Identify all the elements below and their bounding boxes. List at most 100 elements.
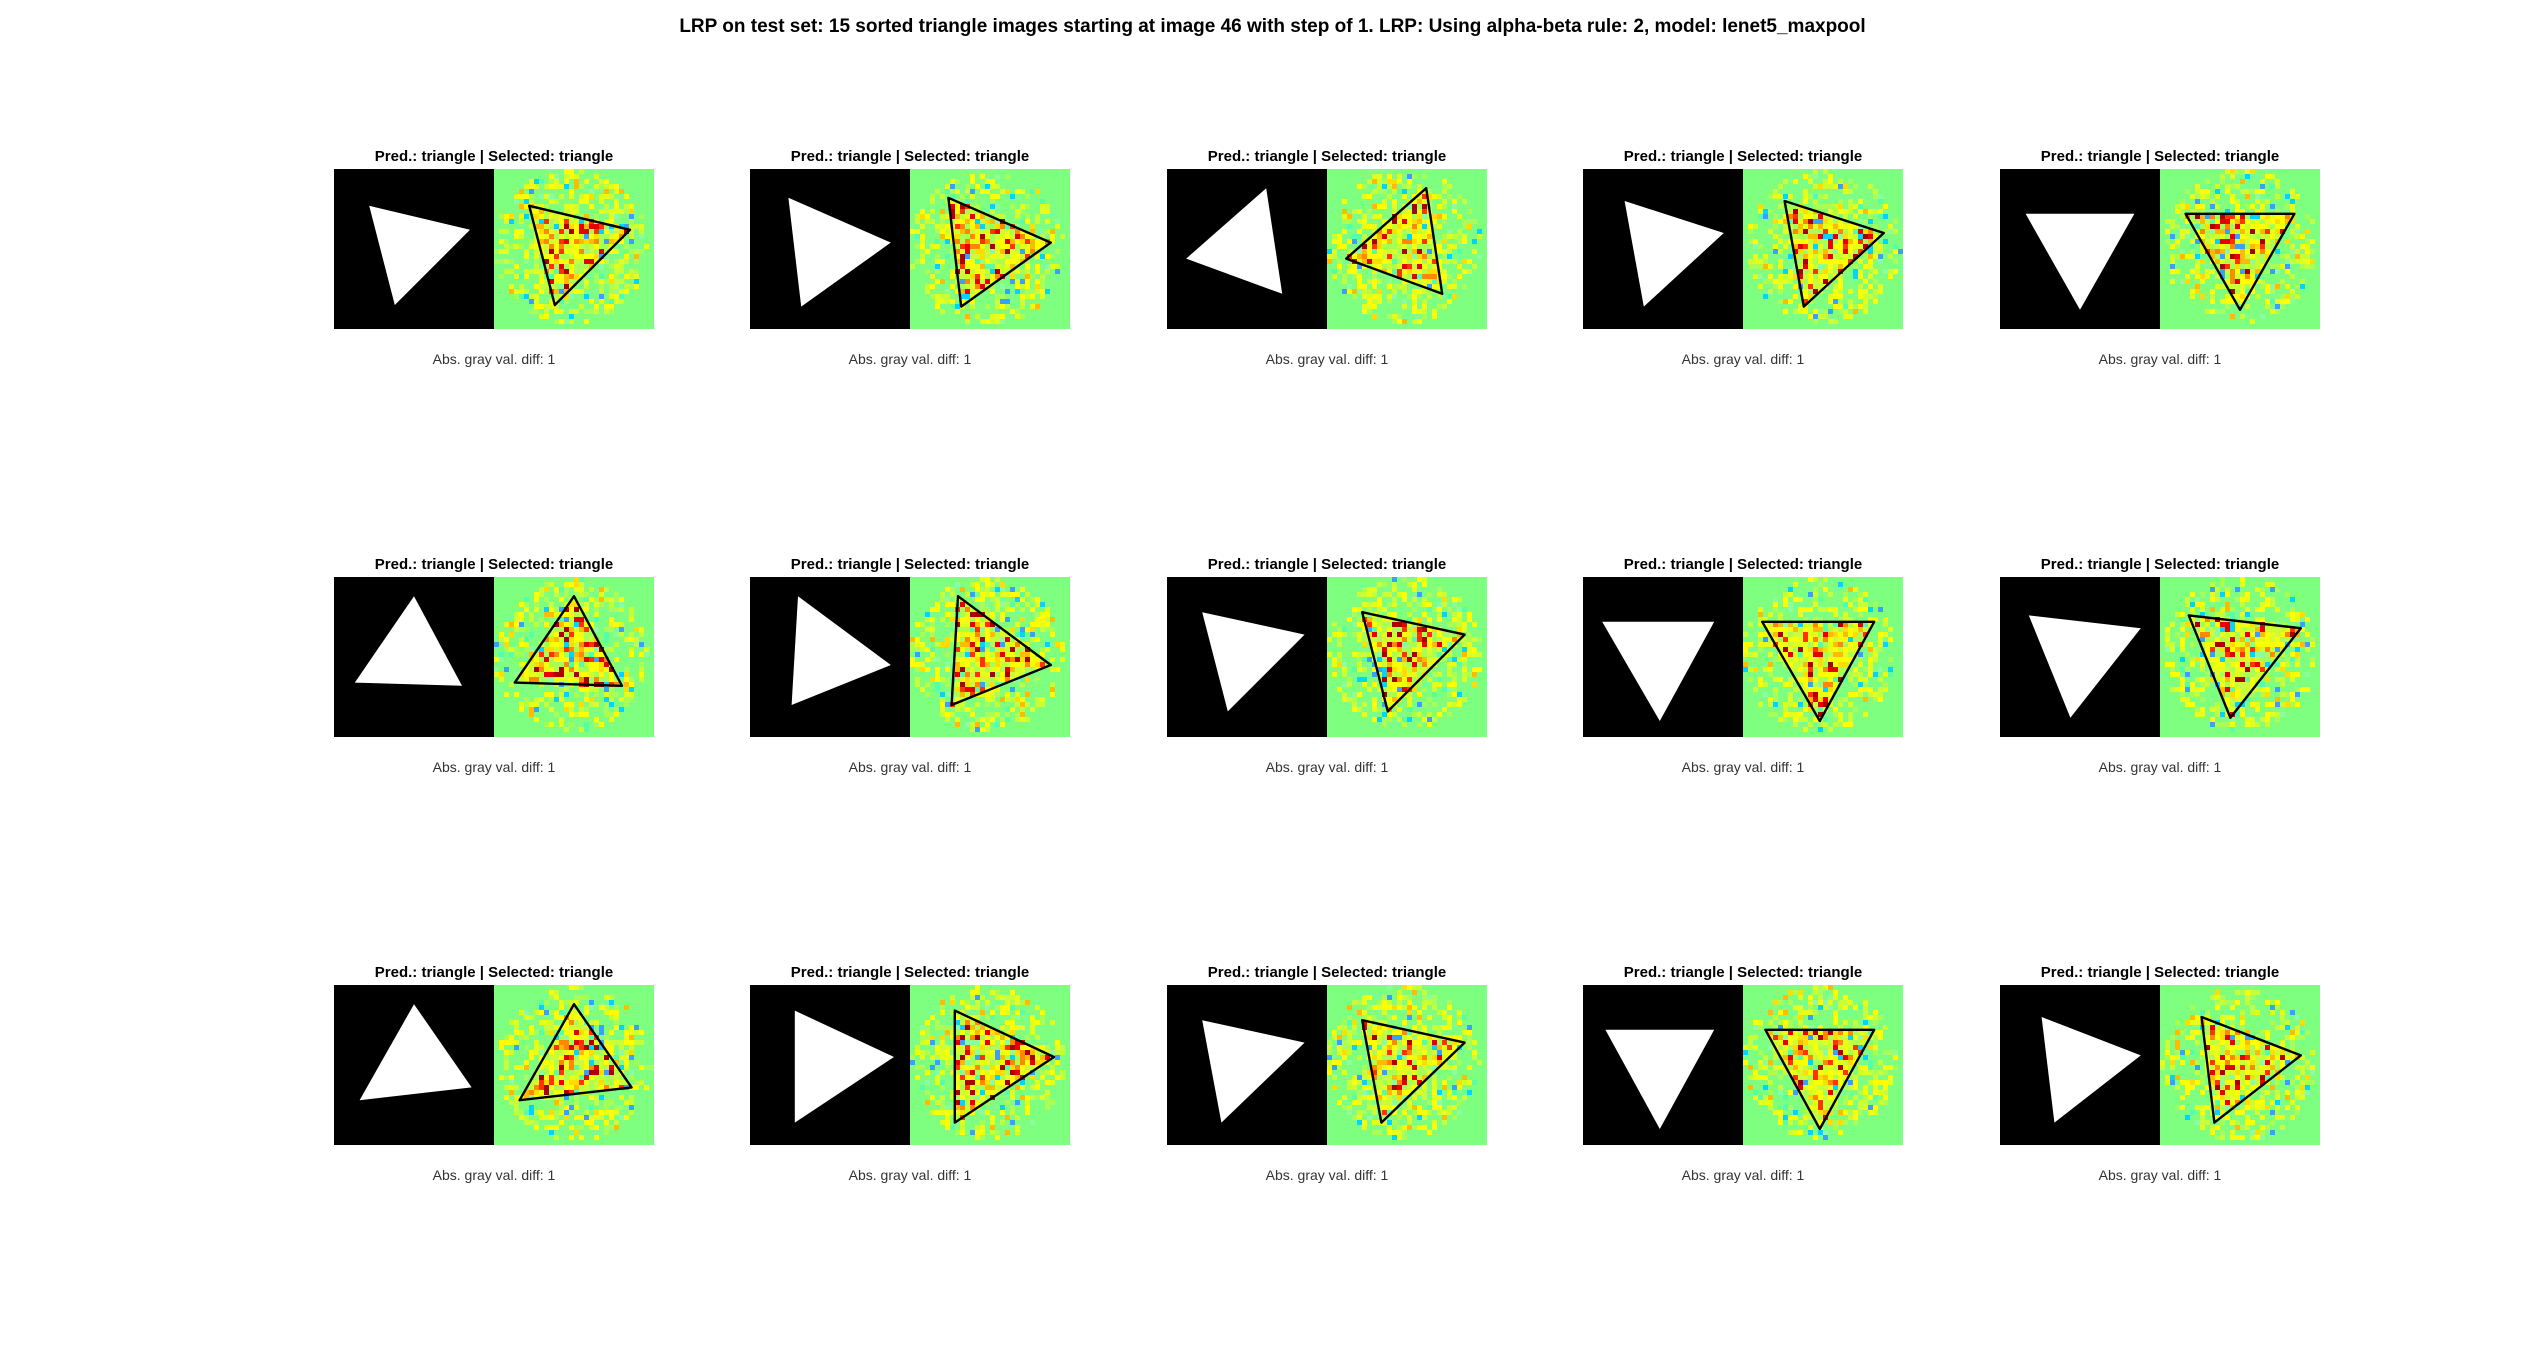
- panel-caption: Abs. gray val. diff: 1: [848, 351, 972, 367]
- relevance-heatmap: [1327, 577, 1487, 737]
- heatmap-triangle-outline: [950, 595, 1053, 707]
- panel-title: Pred.: triangle | Selected: triangle: [374, 148, 614, 165]
- input-triangle-shape: [1202, 1020, 1305, 1123]
- relevance-heatmap: [494, 985, 654, 1145]
- heatmap-triangle-outline: [1361, 611, 1466, 713]
- heatmap-triangle-outline: [2200, 1015, 2303, 1124]
- relevance-heatmap: [2160, 577, 2320, 737]
- panel-title: Pred.: triangle | Selected: triangle: [2040, 148, 2280, 165]
- panel-caption: Abs. gray val. diff: 1: [2098, 351, 2222, 367]
- lrp-panel: Pred.: triangle | Selected: triangle Abs.…: [750, 556, 1070, 796]
- lrp-panel: Pred.: triangle | Selected: triangle Abs.…: [750, 964, 1070, 1204]
- relevance-heatmap: [494, 169, 654, 329]
- panel-title: Pred.: triangle | Selected: triangle: [374, 556, 614, 573]
- lrp-panel: Pred.: triangle | Selected: triangle Abs.…: [1167, 148, 1487, 388]
- heatmap-triangle-outline: [513, 595, 624, 688]
- relevance-heatmap: [1327, 985, 1487, 1145]
- heatmap-triangle-outline: [1345, 187, 1444, 296]
- input-triangle-shape: [794, 1010, 894, 1123]
- lrp-panel: Pred.: triangle | Selected: triangle Abs.…: [334, 148, 654, 388]
- panel-image-pair: [2000, 169, 2320, 329]
- relevance-heatmap: [910, 169, 1070, 329]
- panel-caption: Abs. gray val. diff: 1: [1681, 351, 1805, 367]
- input-triangle-shape: [1605, 1029, 1715, 1129]
- input-triangle-shape: [1202, 612, 1305, 712]
- panel-image-pair: [1167, 985, 1487, 1145]
- panel-caption: Abs. gray val. diff: 1: [1265, 1167, 1389, 1183]
- panel-title: Pred.: triangle | Selected: triangle: [1207, 964, 1447, 981]
- input-triangle-shape: [788, 197, 891, 307]
- lrp-panel: Pred.: triangle | Selected: triangle Abs.…: [2000, 556, 2320, 796]
- panel-image-pair: [2000, 577, 2320, 737]
- panel-image-pair: [2000, 985, 2320, 1145]
- panel-caption: Abs. gray val. diff: 1: [432, 759, 556, 775]
- panel-image-pair: [1167, 577, 1487, 737]
- lrp-panel: Pred.: triangle | Selected: triangle Abs.…: [334, 556, 654, 796]
- panel-title: Pred.: triangle | Selected: triangle: [1207, 148, 1447, 165]
- heatmap-triangle-outline: [947, 196, 1053, 308]
- heatmap-triangle-outline: [953, 1009, 1056, 1124]
- lrp-panel: Pred.: triangle | Selected: triangle Abs.…: [1583, 556, 1903, 796]
- panel-caption: Abs. gray val. diff: 1: [1681, 759, 1805, 775]
- relevance-heatmap: [1327, 169, 1487, 329]
- panel-caption: Abs. gray val. diff: 1: [432, 351, 556, 367]
- heatmap-triangle-outline: [518, 1003, 633, 1102]
- relevance-heatmap: [910, 985, 1070, 1145]
- relevance-heatmap: [1743, 169, 1903, 329]
- panel-title: Pred.: triangle | Selected: triangle: [1623, 148, 1863, 165]
- relevance-heatmap: [1743, 577, 1903, 737]
- lrp-panel: Pred.: triangle | Selected: triangle Abs.…: [1583, 964, 1903, 1204]
- heatmap-triangle-outline: [2187, 614, 2303, 720]
- panel-image-pair: [750, 985, 1070, 1145]
- input-triangle-shape: [354, 596, 462, 686]
- panel-image-pair: [750, 169, 1070, 329]
- panel-title: Pred.: triangle | Selected: triangle: [2040, 556, 2280, 573]
- panel-title: Pred.: triangle | Selected: triangle: [374, 964, 614, 981]
- panel-title: Pred.: triangle | Selected: triangle: [1623, 964, 1863, 981]
- panel-image-pair: [1583, 169, 1903, 329]
- heatmap-triangle-outline: [1783, 199, 1886, 308]
- input-triangle-shape: [359, 1004, 472, 1101]
- input-triangle-shape: [1602, 621, 1715, 721]
- heatmap-triangle-outline: [528, 204, 632, 307]
- input-triangle-shape: [2025, 213, 2135, 310]
- lrp-panel: Pred.: triangle | Selected: triangle Abs.…: [2000, 148, 2320, 388]
- panel-image-pair: [334, 577, 654, 737]
- relevance-heatmap: [2160, 169, 2320, 329]
- panel-caption: Abs. gray val. diff: 1: [1265, 759, 1389, 775]
- heatmap-triangle-outline: [1361, 1019, 1466, 1124]
- panel-image-pair: [1583, 577, 1903, 737]
- heatmap-triangle-outline: [1761, 620, 1876, 723]
- panel-caption: Abs. gray val. diff: 1: [2098, 759, 2222, 775]
- panel-image-pair: [334, 985, 654, 1145]
- panel-title: Pred.: triangle | Selected: triangle: [790, 964, 1030, 981]
- panel-title: Pred.: triangle | Selected: triangle: [2040, 964, 2280, 981]
- panel-image-pair: [1167, 169, 1487, 329]
- relevance-heatmap: [910, 577, 1070, 737]
- relevance-heatmap: [2160, 985, 2320, 1145]
- lrp-panel: Pred.: triangle | Selected: triangle Abs.…: [1167, 964, 1487, 1204]
- lrp-panel: Pred.: triangle | Selected: triangle Abs.…: [1167, 556, 1487, 796]
- heatmap-triangle-outline: [1764, 1028, 1876, 1131]
- panel-caption: Abs. gray val. diff: 1: [2098, 1167, 2222, 1183]
- relevance-heatmap: [494, 577, 654, 737]
- panel-caption: Abs. gray val. diff: 1: [1681, 1167, 1805, 1183]
- panel-image-pair: [1583, 985, 1903, 1145]
- lrp-panel: Pred.: triangle | Selected: triangle Abs.…: [334, 964, 654, 1204]
- panel-image-pair: [334, 169, 654, 329]
- panel-image-pair: [750, 577, 1070, 737]
- input-triangle-shape: [1624, 201, 1724, 307]
- lrp-panel: Pred.: triangle | Selected: triangle Abs.…: [2000, 964, 2320, 1204]
- panel-title: Pred.: triangle | Selected: triangle: [790, 148, 1030, 165]
- relevance-heatmap: [1743, 985, 1903, 1145]
- figure-title: LRP on test set: 15 sorted triangle imag…: [679, 16, 1866, 37]
- input-triangle-shape: [2028, 615, 2141, 718]
- input-triangle-shape: [791, 596, 891, 705]
- panel-title: Pred.: triangle | Selected: triangle: [1623, 556, 1863, 573]
- panel-title: Pred.: triangle | Selected: triangle: [1207, 556, 1447, 573]
- lrp-panel: Pred.: triangle | Selected: triangle Abs.…: [1583, 148, 1903, 388]
- panel-caption: Abs. gray val. diff: 1: [432, 1167, 556, 1183]
- heatmap-triangle-outline: [2184, 212, 2296, 312]
- input-triangle-shape: [1186, 188, 1283, 294]
- panel-title: Pred.: triangle | Selected: triangle: [790, 556, 1030, 573]
